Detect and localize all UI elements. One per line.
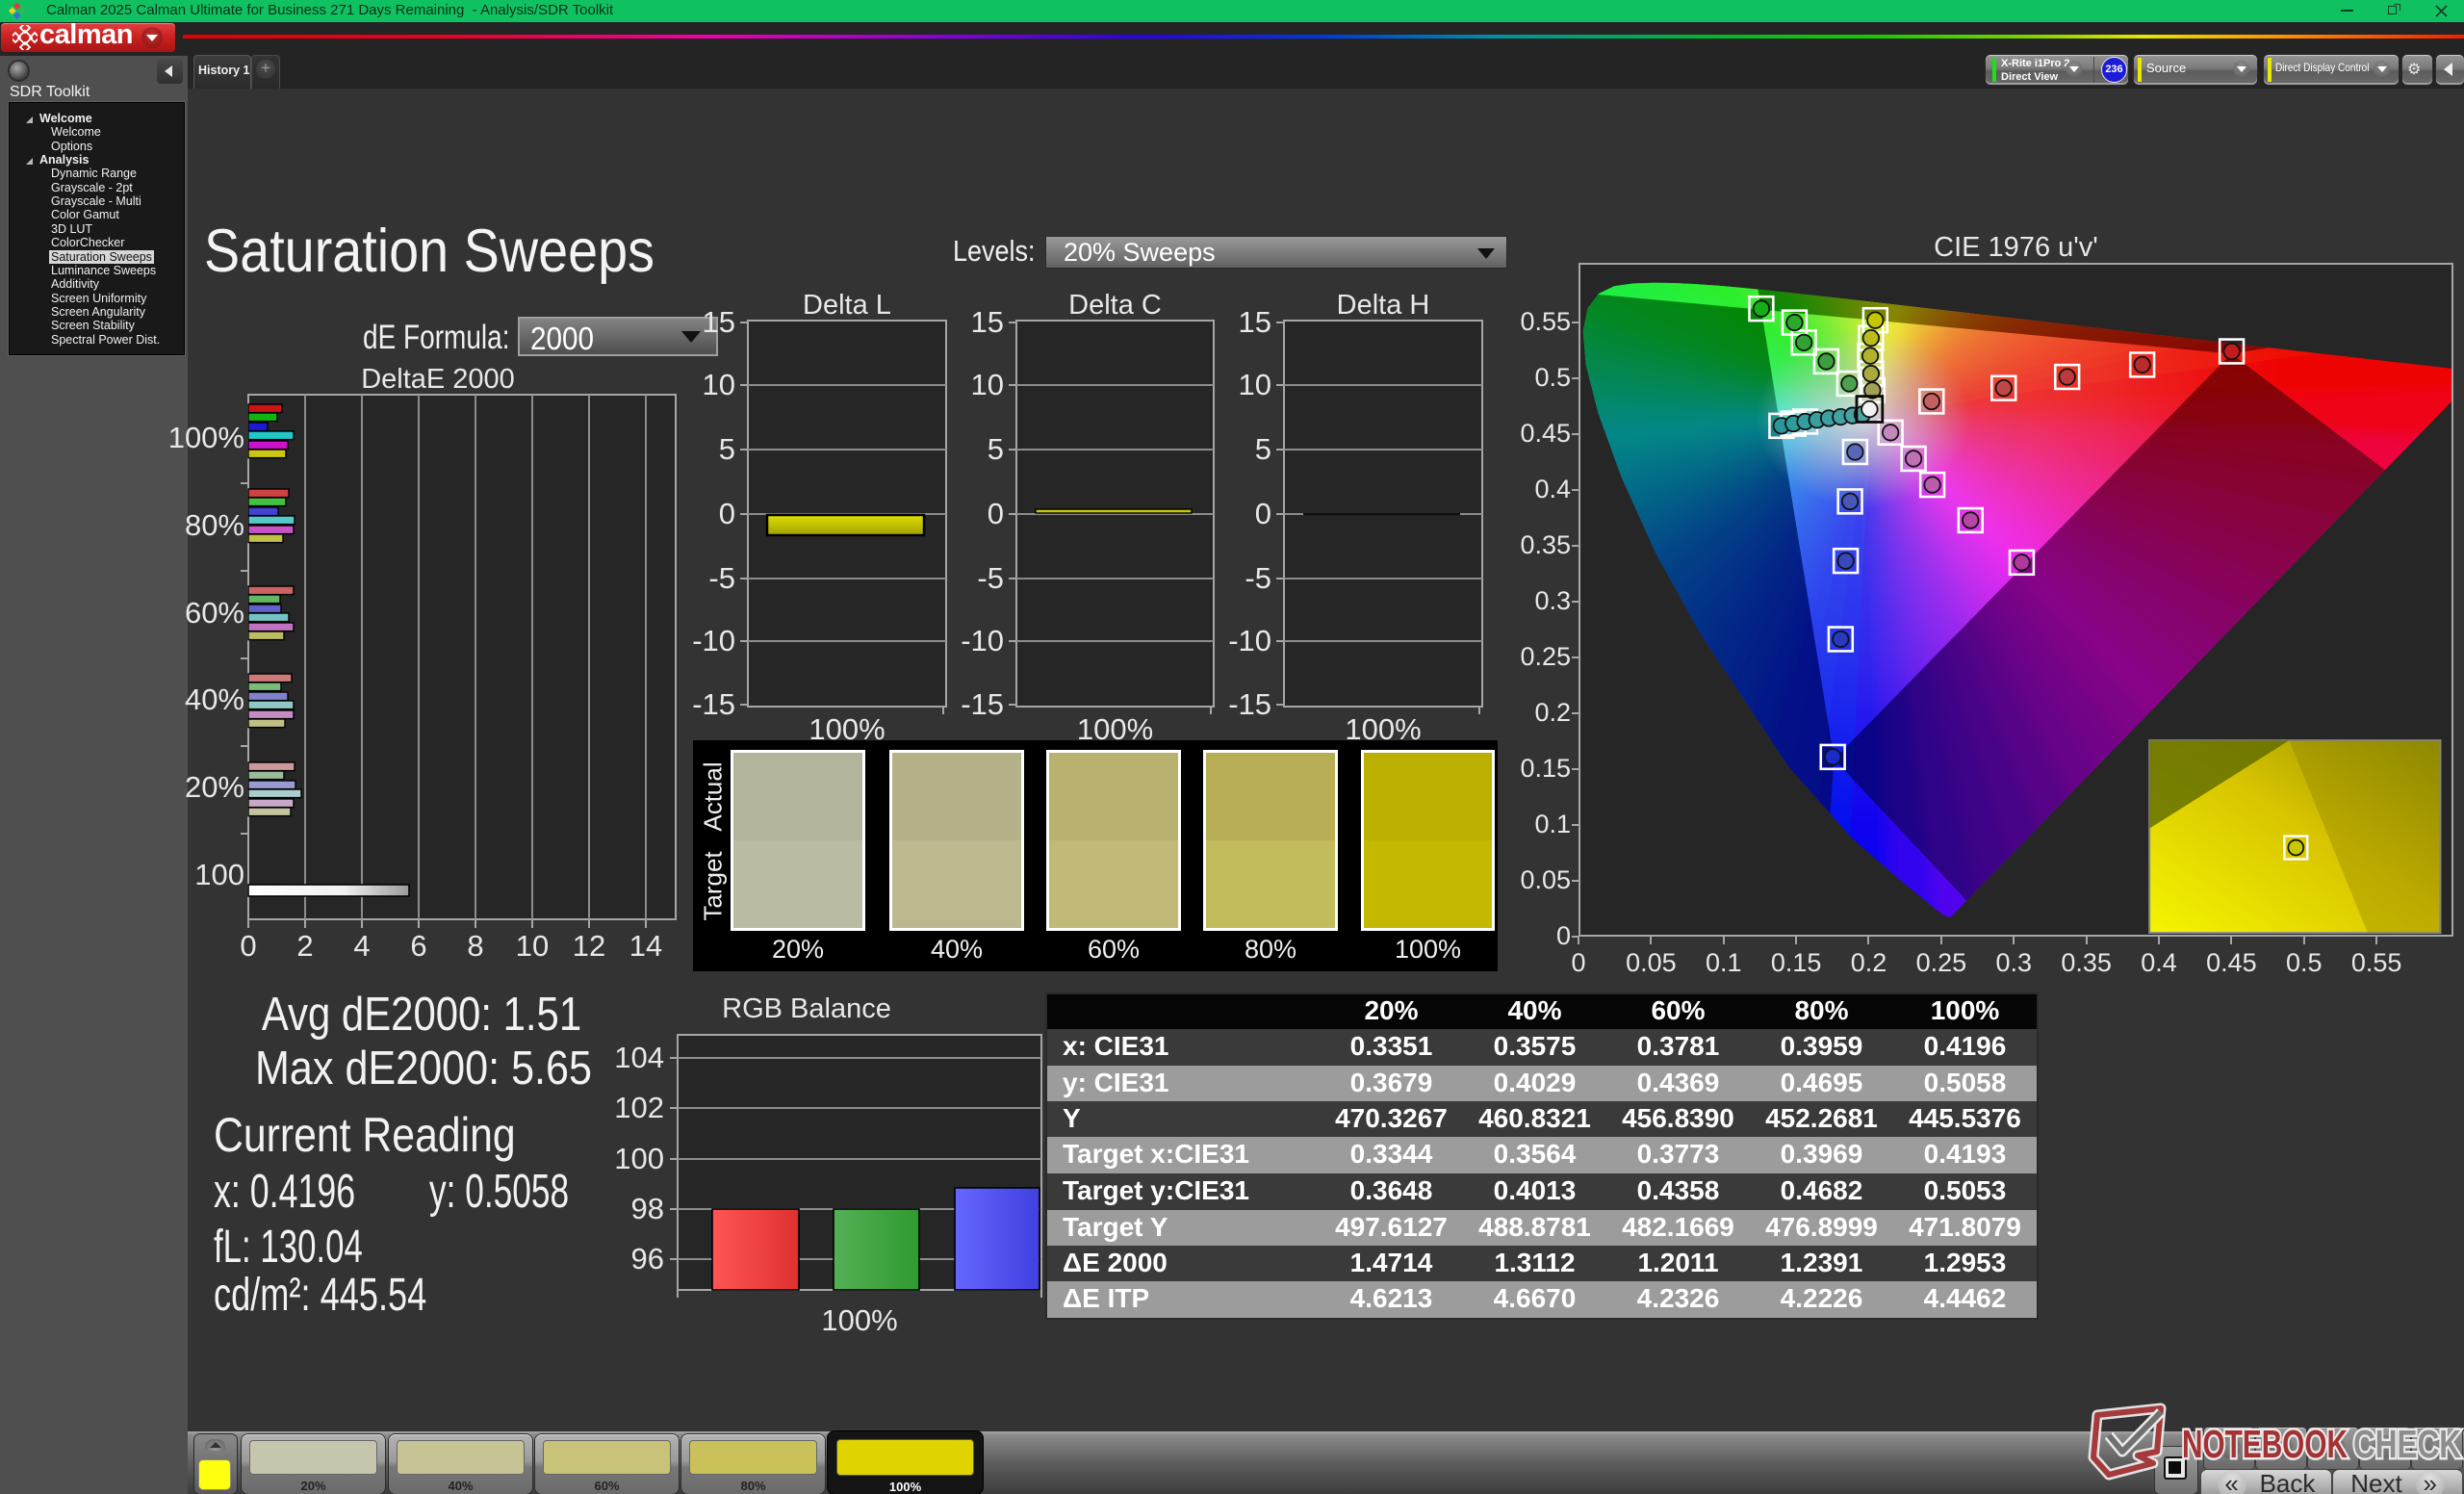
svg-text:5: 5: [719, 432, 735, 466]
svg-text:0: 0: [1255, 497, 1271, 530]
svg-text:10: 10: [971, 368, 1004, 401]
svg-text:Delta L: Delta L: [803, 290, 891, 321]
svg-text:10: 10: [516, 929, 549, 963]
svg-text:Delta C: Delta C: [1068, 290, 1162, 321]
svg-text:Delta H: Delta H: [1337, 290, 1430, 321]
svg-text:15: 15: [703, 305, 735, 339]
svg-text:5: 5: [1255, 432, 1271, 466]
svg-text:14: 14: [629, 929, 662, 963]
svg-text:RGB Balance: RGB Balance: [722, 993, 891, 1024]
svg-text:CHECK: CHECK: [2353, 1422, 2461, 1466]
svg-text:100: 100: [194, 858, 244, 891]
svg-text:104: 104: [614, 1041, 664, 1074]
svg-text:-10: -10: [692, 624, 735, 657]
svg-text:10: 10: [1239, 368, 1271, 401]
svg-text:0: 0: [719, 497, 735, 530]
svg-text:-5: -5: [1245, 561, 1271, 595]
svg-text:-10: -10: [961, 624, 1004, 657]
svg-text:102: 102: [614, 1091, 664, 1124]
svg-text:2: 2: [296, 929, 313, 963]
svg-text:-15: -15: [1228, 687, 1271, 721]
svg-text:-15: -15: [692, 687, 735, 721]
svg-text:98: 98: [631, 1192, 664, 1225]
svg-text:-15: -15: [961, 687, 1004, 721]
svg-text:40%: 40%: [185, 683, 244, 716]
svg-text:10: 10: [703, 368, 735, 401]
svg-text:8: 8: [467, 929, 483, 963]
svg-text:0: 0: [240, 929, 256, 963]
svg-text:-10: -10: [1228, 624, 1271, 657]
svg-text:60%: 60%: [185, 596, 244, 630]
svg-text:15: 15: [1239, 305, 1271, 339]
svg-text:15: 15: [971, 305, 1004, 339]
svg-text:100%: 100%: [168, 421, 244, 454]
svg-text:80%: 80%: [185, 508, 244, 542]
svg-text:5: 5: [988, 432, 1004, 466]
svg-text:DeltaE 2000: DeltaE 2000: [361, 364, 515, 395]
svg-text:-5: -5: [977, 561, 1004, 595]
svg-text:NOTEBOOK: NOTEBOOK: [2182, 1422, 2348, 1466]
svg-text:6: 6: [410, 929, 426, 963]
svg-text:100%: 100%: [821, 1303, 897, 1337]
svg-text:12: 12: [573, 929, 605, 963]
svg-text:20%: 20%: [185, 770, 244, 804]
svg-text:0: 0: [988, 497, 1004, 530]
svg-text:4: 4: [353, 929, 370, 963]
svg-text:100: 100: [614, 1142, 664, 1175]
svg-text:-5: -5: [708, 561, 735, 595]
svg-text:96: 96: [631, 1242, 664, 1275]
